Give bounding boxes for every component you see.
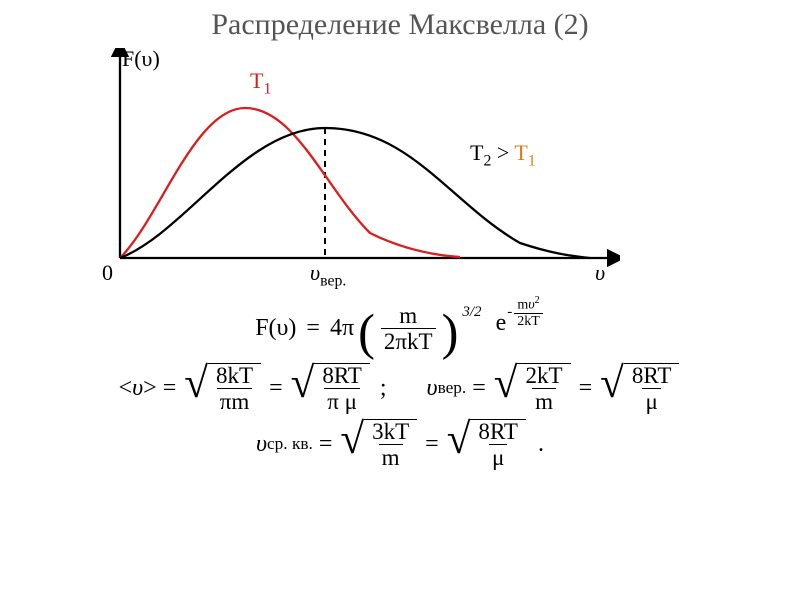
page-title: Распределение Максвелла (2) xyxy=(0,8,800,42)
eq-row-3: υср. кв. = √ 3kT m = √ 8RT μ . xyxy=(0,419,800,469)
t1-curve-label: T1 xyxy=(250,68,271,98)
chart-svg xyxy=(100,48,620,288)
curve-t1 xyxy=(120,108,460,258)
frac-m-over-2pikt: m 2πkT xyxy=(381,304,436,353)
t2-gt-t1-label: T2 > T1 xyxy=(470,140,536,170)
exp-e-minus: e - mυ2 2kT xyxy=(496,296,545,330)
x-axis-label: υ xyxy=(595,260,605,286)
y-axis-label: F(υ) xyxy=(122,46,160,72)
eq-v-rms: υср. кв. = √ 3kT m = √ 8RT μ . xyxy=(256,419,544,469)
v-ver-axis-label: υвер. xyxy=(310,260,346,290)
eq-f-of-v: F(υ) = 4π ( m 2πkT ) 3/2 e - mυ2 2kT xyxy=(0,304,800,353)
eq-row-2: <υ> = √ 8kT πm = √ 8RT π μ ; υвер. = √ 2… xyxy=(0,363,800,413)
equation-area: F(υ) = 4π ( m 2πkT ) 3/2 e - mυ2 2kT <υ>… xyxy=(0,300,800,469)
eq-v-ver: υвер. = √ 2kT m = √ 8RT μ xyxy=(427,363,682,413)
origin-label: 0 xyxy=(102,260,113,286)
maxwell-chart: F(υ) 0 υ υвер. T1 T2 > T1 xyxy=(100,48,620,288)
eq-mean-v: <υ> = √ 8kT πm = √ 8RT π μ ; xyxy=(119,363,387,413)
